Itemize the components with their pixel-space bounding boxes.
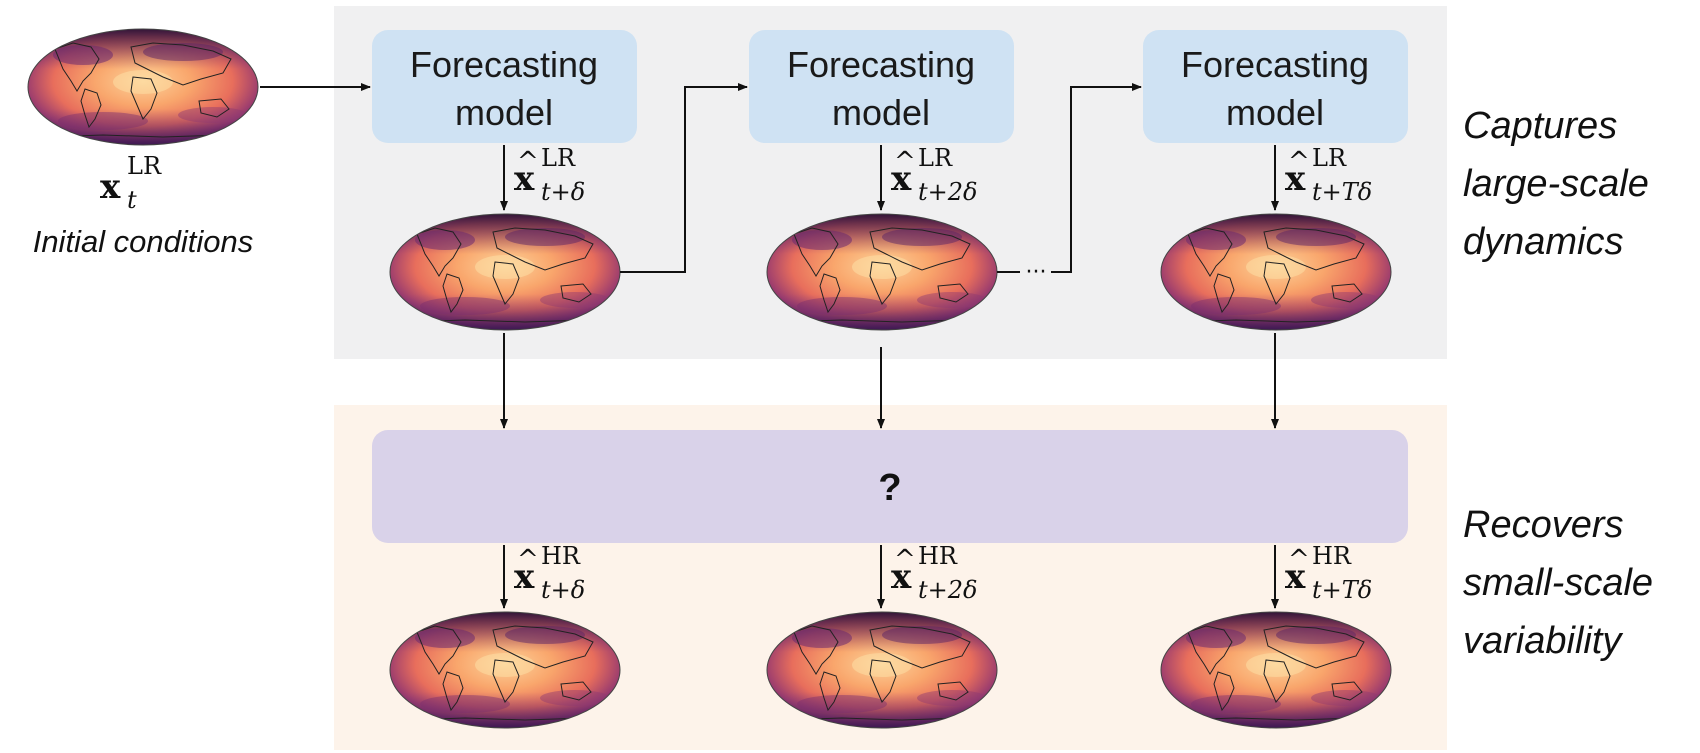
lr-output-2-sub: t+2δ xyxy=(918,178,977,206)
forecast-box-3-line2: model xyxy=(1226,92,1324,133)
forecast-box-1-line1: Forecasting xyxy=(410,44,598,85)
lr-output-1: ^ x LR t+δ xyxy=(514,144,585,206)
hr-output-2-sub: t+2δ xyxy=(918,576,977,604)
lr-output-3-hat: ^ xyxy=(1288,147,1310,177)
lr-output-3-sup: LR xyxy=(1312,144,1347,172)
hr-output-2-sup: HR xyxy=(918,542,958,570)
hr-output-2-hat: ^ xyxy=(894,545,916,575)
lr-output-2-hat: ^ xyxy=(894,147,916,177)
forecast-box-3: Forecasting model xyxy=(1143,30,1408,143)
side-label-bottom-line3: variability xyxy=(1463,620,1623,662)
lr-output-2-sup: LR xyxy=(918,144,953,172)
initial-conditions-caption: Initial conditions xyxy=(33,224,254,259)
hr-output-1-sup: HR xyxy=(541,542,581,570)
hr-output-3: ^ x HR t+Tδ xyxy=(1285,542,1372,604)
hr-output-2: ^ x HR t+2δ xyxy=(891,542,977,604)
unknown-module-label: ? xyxy=(878,467,901,509)
forecast-box-1: Forecasting model xyxy=(372,30,637,143)
hr-map-3 xyxy=(1161,612,1391,728)
lr-output-1-hat: ^ xyxy=(517,147,539,177)
lr-output-3: ^ x LR t+Tδ xyxy=(1285,144,1372,206)
forecast-box-1-line2: model xyxy=(455,92,553,133)
side-label-top-line1: Captures xyxy=(1463,105,1617,147)
arrow-map1-to-model2 xyxy=(620,83,748,273)
side-label-top-line2: large-scale xyxy=(1463,163,1649,205)
side-label-bottom-line2: small-scale xyxy=(1463,562,1653,604)
side-label-bottom-line1: Recovers xyxy=(1463,504,1624,546)
lr-output-3-main: x xyxy=(1285,159,1306,199)
forecast-box-3-line1: Forecasting xyxy=(1181,44,1369,85)
side-label-top: Captures large-scale dynamics xyxy=(1463,105,1649,263)
hr-output-2-main: x xyxy=(891,557,912,597)
hr-output-3-sub: t+Tδ xyxy=(1312,576,1372,604)
hr-map-2 xyxy=(767,612,997,728)
side-label-top-line3: dynamics xyxy=(1463,221,1624,263)
hr-output-1-hat: ^ xyxy=(517,545,539,575)
hr-output-1: ^ x HR t+δ xyxy=(514,542,585,604)
initial-symbol-sup: LR xyxy=(127,152,162,180)
initial-symbol-sub: t xyxy=(127,186,137,214)
hr-output-1-main: x xyxy=(514,557,535,597)
hr-map-1 xyxy=(390,612,620,728)
forecast-box-2-line2: model xyxy=(832,92,930,133)
lr-output-2: ^ x LR t+2δ xyxy=(891,144,977,206)
ellipsis: ··· xyxy=(1026,260,1047,285)
lr-map-3 xyxy=(1161,214,1391,330)
lr-output-3-sub: t+Tδ xyxy=(1312,178,1372,206)
forecast-box-2-line1: Forecasting xyxy=(787,44,975,85)
lr-map-1 xyxy=(390,214,620,330)
hr-output-3-sup: HR xyxy=(1312,542,1352,570)
side-label-bottom: Recovers small-scale variability xyxy=(1463,504,1653,662)
initial-condition-map xyxy=(28,29,258,145)
initial-symbol: x LR t xyxy=(100,152,162,214)
lr-output-1-main: x xyxy=(514,159,535,199)
lr-output-2-main: x xyxy=(891,159,912,199)
hr-output-3-hat: ^ xyxy=(1288,545,1310,575)
lr-output-1-sup: LR xyxy=(541,144,576,172)
hr-output-1-sub: t+δ xyxy=(541,576,585,604)
arrow-ellipsis-to-model3 xyxy=(1051,83,1142,273)
forecast-box-2: Forecasting model xyxy=(749,30,1014,143)
hr-output-3-main: x xyxy=(1285,557,1306,597)
lr-output-1-sub: t+δ xyxy=(541,178,585,206)
unknown-module-box: ? xyxy=(372,430,1408,543)
arrows xyxy=(260,83,1279,609)
lr-map-2 xyxy=(767,214,997,330)
initial-symbol-main: x xyxy=(100,167,121,207)
